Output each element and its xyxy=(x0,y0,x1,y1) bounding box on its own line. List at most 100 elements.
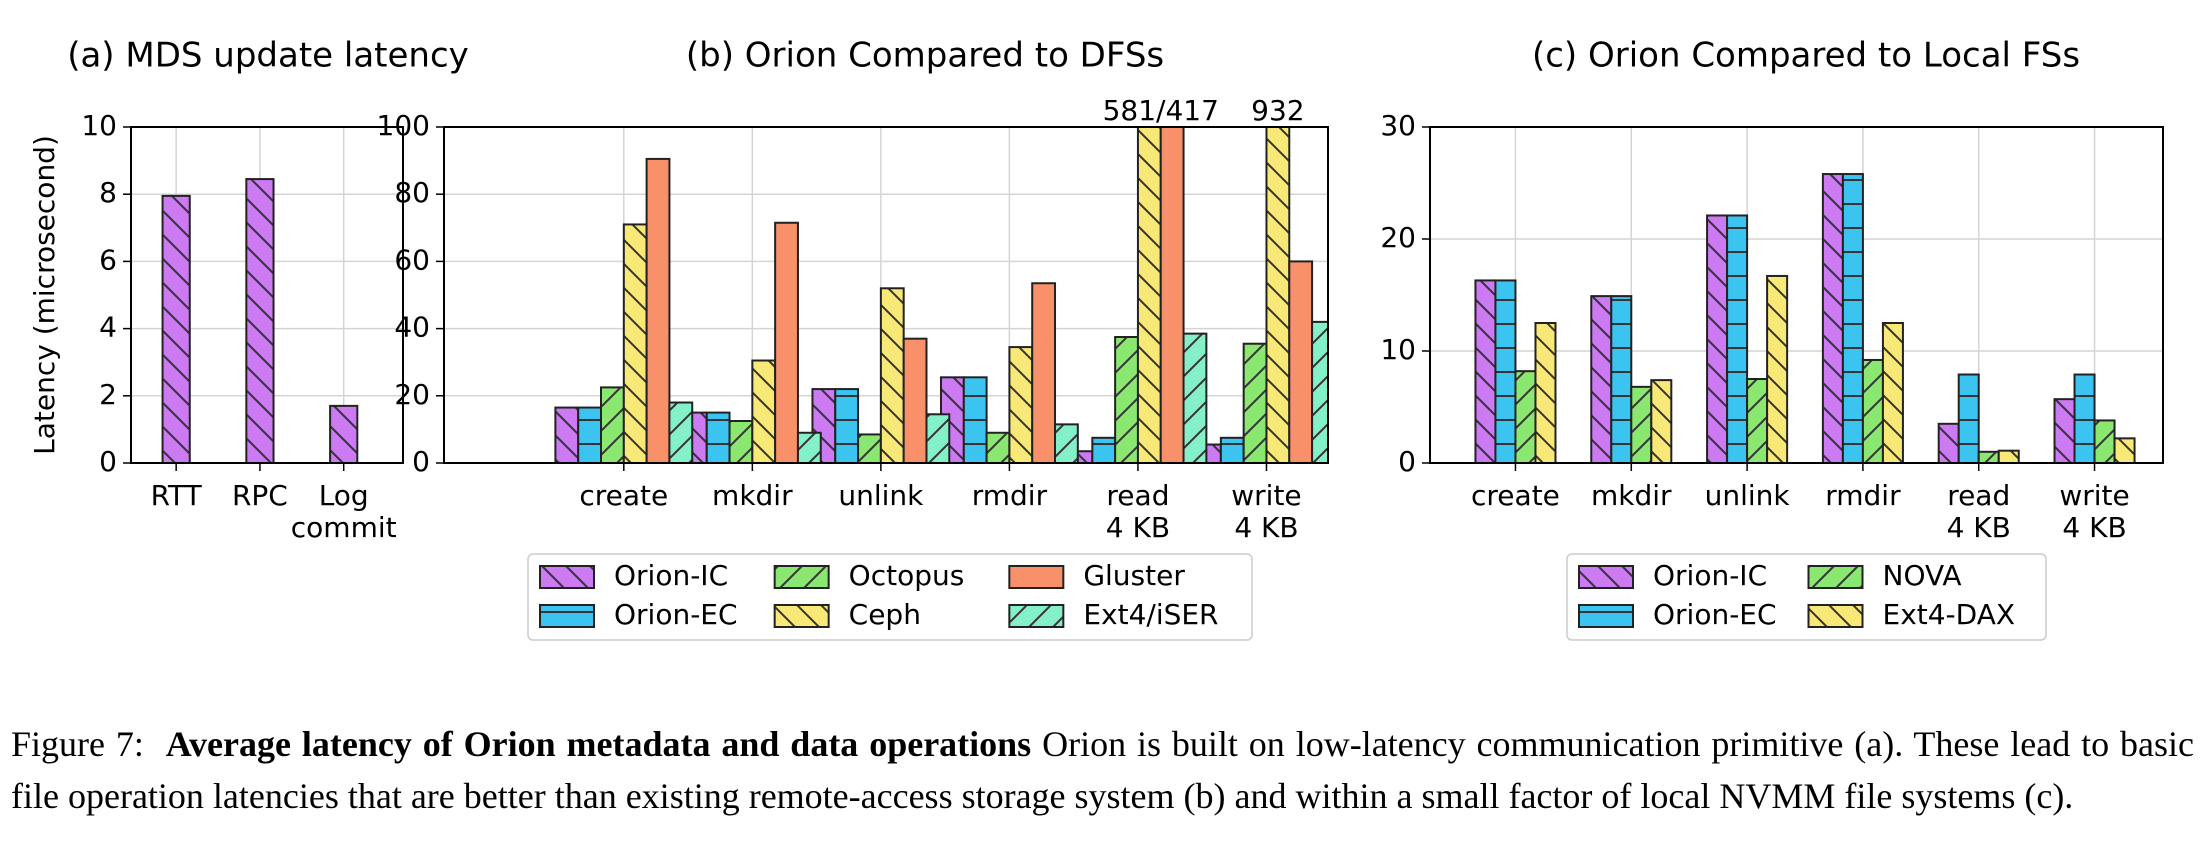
x-tick-label: RTT xyxy=(151,479,203,512)
bar xyxy=(834,388,860,463)
bar xyxy=(1008,346,1034,463)
bar xyxy=(1265,127,1291,463)
bar xyxy=(1182,332,1208,463)
bar xyxy=(1957,373,1980,463)
legend-label: NOVA xyxy=(1883,559,1962,592)
bar xyxy=(577,406,602,463)
bar xyxy=(1630,385,1653,463)
bar xyxy=(1977,450,2000,463)
bar xyxy=(1219,436,1245,463)
bar xyxy=(728,420,754,463)
chart-title: (b) Orion Compared to DFSs xyxy=(686,36,1164,76)
legend-swatch xyxy=(1008,565,1065,589)
bar xyxy=(751,359,777,463)
bar xyxy=(1534,322,1557,463)
bar xyxy=(1841,173,1864,463)
bar xyxy=(161,194,191,463)
legend-swatch xyxy=(539,604,595,628)
bar xyxy=(1136,127,1162,463)
chart-title: (a) MDS update latency xyxy=(67,36,469,76)
bar xyxy=(1311,320,1328,463)
bar xyxy=(774,221,799,463)
legend-label: Octopus xyxy=(849,559,965,592)
bar xyxy=(1610,295,1633,463)
bar xyxy=(1494,279,1517,463)
legend-box xyxy=(527,553,1253,641)
legend-swatch xyxy=(773,604,830,628)
x-tick-label: read 4 KB xyxy=(1106,479,1170,544)
bar xyxy=(962,376,988,463)
bar xyxy=(1650,379,1673,463)
bar xyxy=(1091,436,1117,463)
x-tick-label: RPC xyxy=(232,479,288,512)
caption: Figure 7: Average latency of Orion metad… xyxy=(11,718,2194,822)
caption-label: Figure 7: xyxy=(11,724,144,764)
bar xyxy=(554,406,580,463)
bar xyxy=(1937,422,1960,463)
legend-swatch xyxy=(1807,604,1864,628)
legend-swatch xyxy=(1578,565,1634,589)
legend-label: Ceph xyxy=(849,598,921,631)
x-tick-label: rmdir xyxy=(1825,479,1901,512)
x-tick-label: write 4 KB xyxy=(1231,479,1301,544)
plot-frame xyxy=(443,126,1329,464)
y-tick-label: 100 xyxy=(377,109,430,142)
y-axis-label: Latency (microsecond) xyxy=(28,135,61,455)
bar xyxy=(1861,358,1884,463)
bar xyxy=(796,431,822,463)
bar xyxy=(879,287,905,463)
bar xyxy=(1706,214,1729,463)
x-tick-label: write 4 KB xyxy=(2059,479,2129,544)
y-tick-label: 4 xyxy=(99,311,117,344)
bar xyxy=(1590,295,1613,463)
legend-swatch xyxy=(1578,604,1634,628)
legend-label: Gluster xyxy=(1083,559,1185,592)
x-tick-label: rmdir xyxy=(972,479,1048,512)
legend-label: Orion-IC xyxy=(614,559,728,592)
annotation: 581/417 xyxy=(1103,94,1219,127)
y-tick-label: 20 xyxy=(394,378,430,411)
bar xyxy=(1766,274,1789,463)
bar xyxy=(1159,127,1185,463)
bar xyxy=(902,337,928,463)
legend-swatch xyxy=(539,565,595,589)
y-tick-label: 6 xyxy=(99,243,117,276)
y-tick-label: 0 xyxy=(1398,445,1416,478)
bar xyxy=(1474,279,1497,463)
y-tick-label: 0 xyxy=(412,445,430,478)
x-tick-label: mkdir xyxy=(712,479,793,512)
bar xyxy=(1242,342,1268,463)
legend-label: Orion-EC xyxy=(614,598,738,631)
plot-frame xyxy=(130,126,404,464)
bar xyxy=(2113,437,2136,463)
bar xyxy=(985,431,1011,463)
annotation: 932 xyxy=(1251,94,1304,127)
y-tick-label: 10 xyxy=(1380,333,1416,366)
x-tick-label: Log commit xyxy=(291,479,397,544)
y-tick-label: 20 xyxy=(1380,221,1416,254)
caption-bold: Average latency of Orion metadata and da… xyxy=(165,724,1032,764)
x-tick-label: create xyxy=(1471,479,1560,512)
bar xyxy=(1821,173,1844,463)
bar xyxy=(2053,398,2076,463)
bar xyxy=(925,413,951,463)
y-tick-label: 0 xyxy=(99,445,117,478)
bar xyxy=(668,401,694,463)
bar xyxy=(599,386,625,463)
x-tick-label: read 4 KB xyxy=(1947,479,2011,544)
x-tick-label: mkdir xyxy=(1591,479,1672,512)
y-tick-label: 40 xyxy=(394,311,430,344)
legend-swatch xyxy=(1807,565,1864,589)
y-tick-label: 8 xyxy=(99,176,117,209)
bar xyxy=(1288,260,1314,463)
legend-label: Ext4-DAX xyxy=(1883,598,2016,631)
bar xyxy=(1114,336,1139,463)
figure: (a) MDS update latency Latency (microseco… xyxy=(28,36,2164,641)
legend-label: Ext4/iSER xyxy=(1083,598,1218,631)
bar xyxy=(645,157,671,463)
bar xyxy=(329,404,359,463)
bar xyxy=(857,433,882,463)
bar xyxy=(622,223,648,463)
bar xyxy=(705,411,731,463)
